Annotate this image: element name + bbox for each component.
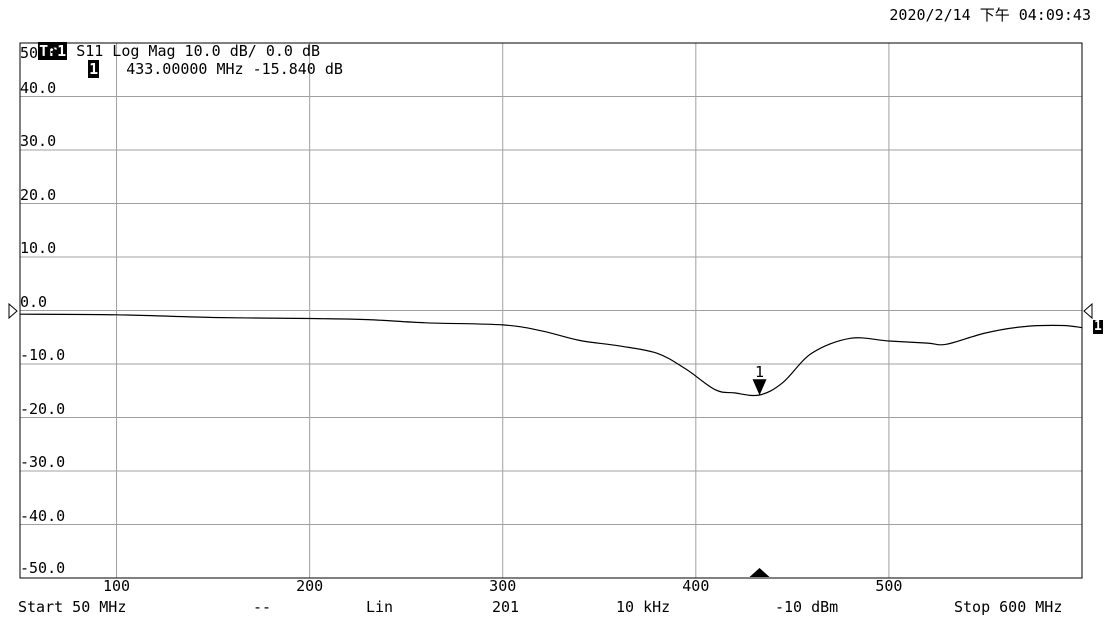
marker-readout-line: 1 433.00000 MHz -15.840 dB (70, 45, 343, 78)
y-tick-label: 20.0 (20, 185, 57, 204)
reference-left-arrow-icon (8, 302, 18, 320)
y-tick-label: -10.0 (20, 346, 66, 364)
if-bandwidth[interactable]: 10 kHz (616, 598, 671, 616)
x-tick-label: 500 (875, 577, 903, 595)
y-tick-label: -40.0 (20, 506, 66, 525)
marker-readout: 433.00000 MHz -15.840 dB (126, 60, 343, 78)
plot-frame (19, 42, 1083, 579)
marker-triangle-icon (752, 379, 767, 396)
y-tick-label: 50.0 (20, 44, 57, 62)
stop-frequency[interactable]: Stop 600 MHz (954, 598, 1063, 616)
footer-dashes: -- (253, 598, 272, 616)
right-marker-badge: 1 (1093, 319, 1103, 334)
reference-right-arrow-icon (1083, 302, 1093, 320)
trace-badge[interactable]: Tr1 (38, 42, 68, 60)
datetime: 2020/2/14 下午 04:09:43 (889, 6, 1091, 24)
trace-header: Tr1 S11 Log Mag 10.0 dB/ 0.0 dB (20, 27, 321, 60)
y-tick-label: 40.0 (20, 78, 57, 97)
source-power[interactable]: -10 dBm (775, 598, 839, 616)
marker-readout-badge: 1 (88, 60, 100, 78)
y-tick-label: 0.0 (20, 292, 48, 311)
y-tick-label: -50.0 (20, 559, 66, 577)
s11-trace (19, 313, 1083, 397)
y-tick-label: -20.0 (20, 399, 66, 418)
active-marker-position-icon (749, 568, 770, 577)
y-tick-label: 10.0 (20, 239, 57, 257)
sweep-points[interactable]: 201 (492, 598, 520, 616)
marker-number-label: 1 (755, 363, 764, 381)
x-tick-label: 300 (489, 577, 517, 595)
grid (20, 42, 1082, 579)
x-tick-label: 100 (102, 577, 131, 595)
x-tick-label: 200 (296, 577, 324, 595)
y-tick-label: -30.0 (20, 453, 66, 471)
marker-1[interactable]: 1 (752, 363, 767, 396)
y-tick-label: 30.0 (20, 132, 57, 150)
sweep-type[interactable]: Lin (366, 598, 394, 616)
trace-info: S11 Log Mag 10.0 dB/ 0.0 dB (76, 42, 321, 60)
start-frequency[interactable]: Start 50 MHz (18, 598, 127, 616)
x-tick-label: 400 (682, 577, 710, 595)
